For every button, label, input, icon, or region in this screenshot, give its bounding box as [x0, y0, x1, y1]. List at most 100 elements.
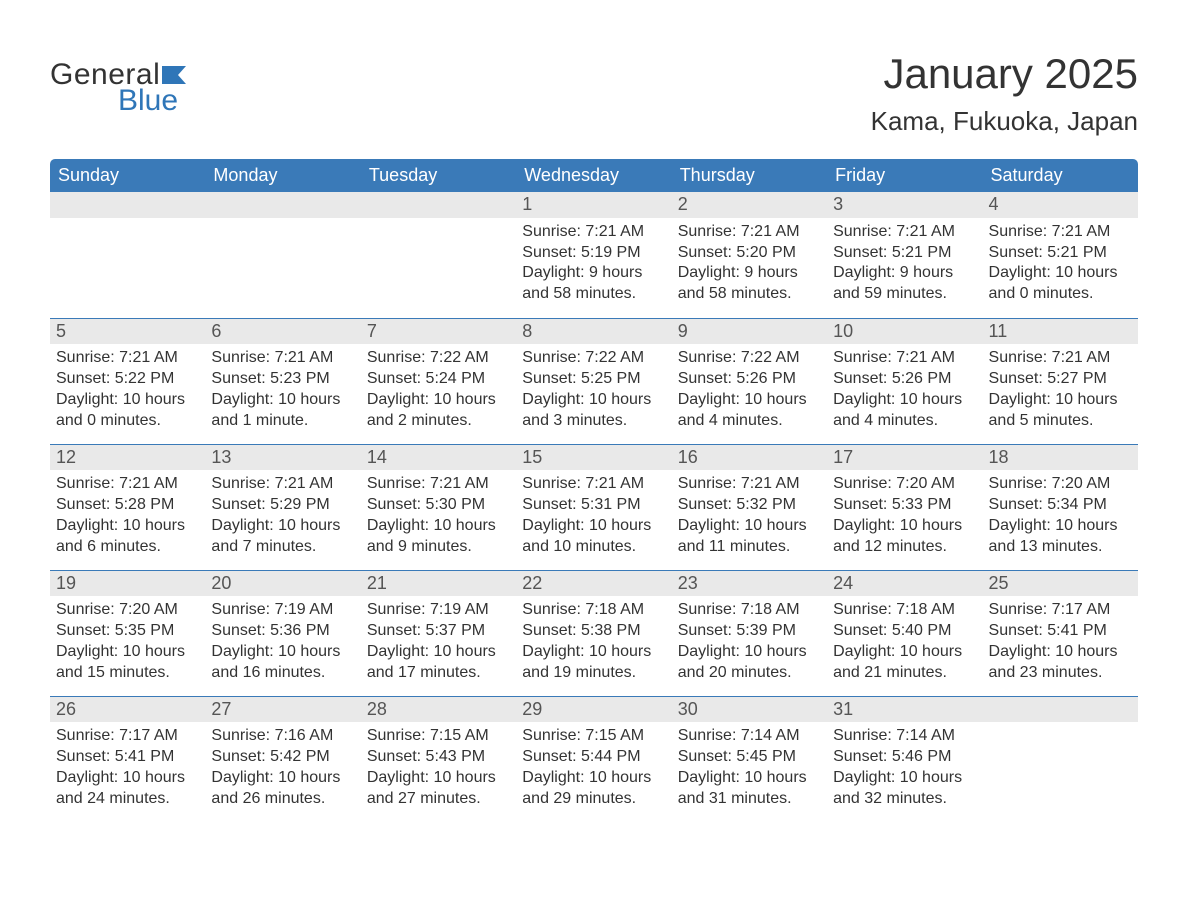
- calendar-cell: [50, 192, 205, 318]
- calendar-week-row: 12Sunrise: 7:21 AMSunset: 5:28 PMDayligh…: [50, 444, 1138, 570]
- day-number: 14: [361, 445, 516, 471]
- calendar-body: 1Sunrise: 7:21 AMSunset: 5:19 PMDaylight…: [50, 192, 1138, 822]
- sunset-line: Sunset: 5:25 PM: [522, 369, 665, 390]
- day-details: [983, 722, 1138, 732]
- daylight-line: Daylight: 10 hours and 26 minutes.: [211, 768, 354, 810]
- day-number: 19: [50, 571, 205, 597]
- daylight-line: Daylight: 10 hours and 23 minutes.: [989, 642, 1132, 684]
- sunset-line: Sunset: 5:34 PM: [989, 495, 1132, 516]
- sunrise-line: Sunrise: 7:22 AM: [678, 348, 821, 369]
- day-details: Sunrise: 7:21 AMSunset: 5:22 PMDaylight:…: [50, 344, 205, 437]
- sunrise-line: Sunrise: 7:21 AM: [56, 348, 199, 369]
- day-details: Sunrise: 7:14 AMSunset: 5:45 PMDaylight:…: [672, 722, 827, 815]
- calendar-cell: 10Sunrise: 7:21 AMSunset: 5:26 PMDayligh…: [827, 318, 982, 444]
- sunrise-line: Sunrise: 7:18 AM: [522, 600, 665, 621]
- logo-text-blue: Blue: [118, 84, 178, 118]
- calendar-cell: 27Sunrise: 7:16 AMSunset: 5:42 PMDayligh…: [205, 696, 360, 822]
- day-number: 26: [50, 697, 205, 723]
- calendar-cell: [205, 192, 360, 318]
- daylight-line: Daylight: 10 hours and 0 minutes.: [56, 390, 199, 432]
- day-details: [50, 218, 205, 228]
- calendar-header-row: SundayMondayTuesdayWednesdayThursdayFrid…: [50, 159, 1138, 192]
- daylight-line: Daylight: 10 hours and 32 minutes.: [833, 768, 976, 810]
- daylight-line: Daylight: 10 hours and 19 minutes.: [522, 642, 665, 684]
- calendar-cell: 29Sunrise: 7:15 AMSunset: 5:44 PMDayligh…: [516, 696, 671, 822]
- sunset-line: Sunset: 5:37 PM: [367, 621, 510, 642]
- weekday-header: Monday: [205, 159, 360, 192]
- day-number: 6: [205, 319, 360, 345]
- sunrise-line: Sunrise: 7:18 AM: [833, 600, 976, 621]
- location-label: Kama, Fukuoka, Japan: [871, 106, 1138, 137]
- day-number: 13: [205, 445, 360, 471]
- day-number: 5: [50, 319, 205, 345]
- sunrise-line: Sunrise: 7:14 AM: [678, 726, 821, 747]
- calendar-cell: 19Sunrise: 7:20 AMSunset: 5:35 PMDayligh…: [50, 570, 205, 696]
- sunset-line: Sunset: 5:41 PM: [989, 621, 1132, 642]
- day-details: Sunrise: 7:21 AMSunset: 5:32 PMDaylight:…: [672, 470, 827, 563]
- sunrise-line: Sunrise: 7:15 AM: [367, 726, 510, 747]
- calendar-cell: 24Sunrise: 7:18 AMSunset: 5:40 PMDayligh…: [827, 570, 982, 696]
- flag-icon: [160, 64, 194, 86]
- sunset-line: Sunset: 5:22 PM: [56, 369, 199, 390]
- sunrise-line: Sunrise: 7:17 AM: [989, 600, 1132, 621]
- calendar-cell: 18Sunrise: 7:20 AMSunset: 5:34 PMDayligh…: [983, 444, 1138, 570]
- sunrise-line: Sunrise: 7:21 AM: [522, 222, 665, 243]
- sunset-line: Sunset: 5:19 PM: [522, 243, 665, 264]
- calendar-cell: 16Sunrise: 7:21 AMSunset: 5:32 PMDayligh…: [672, 444, 827, 570]
- day-number: 27: [205, 697, 360, 723]
- calendar-cell: 2Sunrise: 7:21 AMSunset: 5:20 PMDaylight…: [672, 192, 827, 318]
- sunset-line: Sunset: 5:26 PM: [833, 369, 976, 390]
- sunrise-line: Sunrise: 7:22 AM: [522, 348, 665, 369]
- day-number: 23: [672, 571, 827, 597]
- daylight-line: Daylight: 10 hours and 4 minutes.: [678, 390, 821, 432]
- calendar-cell: 31Sunrise: 7:14 AMSunset: 5:46 PMDayligh…: [827, 696, 982, 822]
- logo: General Blue: [50, 58, 194, 118]
- sunset-line: Sunset: 5:42 PM: [211, 747, 354, 768]
- day-number: 22: [516, 571, 671, 597]
- sunrise-line: Sunrise: 7:20 AM: [989, 474, 1132, 495]
- daylight-line: Daylight: 10 hours and 20 minutes.: [678, 642, 821, 684]
- sunrise-line: Sunrise: 7:20 AM: [833, 474, 976, 495]
- sunset-line: Sunset: 5:41 PM: [56, 747, 199, 768]
- daylight-line: Daylight: 10 hours and 5 minutes.: [989, 390, 1132, 432]
- sunset-line: Sunset: 5:32 PM: [678, 495, 821, 516]
- sunset-line: Sunset: 5:23 PM: [211, 369, 354, 390]
- weekday-header: Wednesday: [516, 159, 671, 192]
- calendar-week-row: 19Sunrise: 7:20 AMSunset: 5:35 PMDayligh…: [50, 570, 1138, 696]
- sunset-line: Sunset: 5:26 PM: [678, 369, 821, 390]
- daylight-line: Daylight: 10 hours and 6 minutes.: [56, 516, 199, 558]
- calendar-page: General Blue January 2025 Kama, Fukuoka,…: [0, 0, 1188, 852]
- sunset-line: Sunset: 5:29 PM: [211, 495, 354, 516]
- calendar-cell: 8Sunrise: 7:22 AMSunset: 5:25 PMDaylight…: [516, 318, 671, 444]
- sunrise-line: Sunrise: 7:21 AM: [833, 222, 976, 243]
- daylight-line: Daylight: 10 hours and 16 minutes.: [211, 642, 354, 684]
- daylight-line: Daylight: 9 hours and 58 minutes.: [678, 263, 821, 305]
- day-details: Sunrise: 7:22 AMSunset: 5:24 PMDaylight:…: [361, 344, 516, 437]
- daylight-line: Daylight: 9 hours and 58 minutes.: [522, 263, 665, 305]
- day-details: Sunrise: 7:21 AMSunset: 5:27 PMDaylight:…: [983, 344, 1138, 437]
- day-details: Sunrise: 7:20 AMSunset: 5:35 PMDaylight:…: [50, 596, 205, 689]
- calendar-cell: 23Sunrise: 7:18 AMSunset: 5:39 PMDayligh…: [672, 570, 827, 696]
- calendar-cell: 12Sunrise: 7:21 AMSunset: 5:28 PMDayligh…: [50, 444, 205, 570]
- sunset-line: Sunset: 5:35 PM: [56, 621, 199, 642]
- day-details: Sunrise: 7:17 AMSunset: 5:41 PMDaylight:…: [983, 596, 1138, 689]
- sunrise-line: Sunrise: 7:18 AM: [678, 600, 821, 621]
- sunrise-line: Sunrise: 7:22 AM: [367, 348, 510, 369]
- day-details: Sunrise: 7:15 AMSunset: 5:44 PMDaylight:…: [516, 722, 671, 815]
- calendar-cell: 17Sunrise: 7:20 AMSunset: 5:33 PMDayligh…: [827, 444, 982, 570]
- day-number: 8: [516, 319, 671, 345]
- day-details: Sunrise: 7:22 AMSunset: 5:25 PMDaylight:…: [516, 344, 671, 437]
- day-details: Sunrise: 7:21 AMSunset: 5:21 PMDaylight:…: [827, 218, 982, 311]
- daylight-line: Daylight: 9 hours and 59 minutes.: [833, 263, 976, 305]
- sunrise-line: Sunrise: 7:21 AM: [833, 348, 976, 369]
- day-details: Sunrise: 7:21 AMSunset: 5:26 PMDaylight:…: [827, 344, 982, 437]
- day-number: 11: [983, 319, 1138, 345]
- daylight-line: Daylight: 10 hours and 9 minutes.: [367, 516, 510, 558]
- sunrise-line: Sunrise: 7:21 AM: [56, 474, 199, 495]
- day-details: Sunrise: 7:18 AMSunset: 5:40 PMDaylight:…: [827, 596, 982, 689]
- calendar-cell: 25Sunrise: 7:17 AMSunset: 5:41 PMDayligh…: [983, 570, 1138, 696]
- daylight-line: Daylight: 10 hours and 11 minutes.: [678, 516, 821, 558]
- day-details: Sunrise: 7:20 AMSunset: 5:33 PMDaylight:…: [827, 470, 982, 563]
- day-details: Sunrise: 7:14 AMSunset: 5:46 PMDaylight:…: [827, 722, 982, 815]
- daylight-line: Daylight: 10 hours and 31 minutes.: [678, 768, 821, 810]
